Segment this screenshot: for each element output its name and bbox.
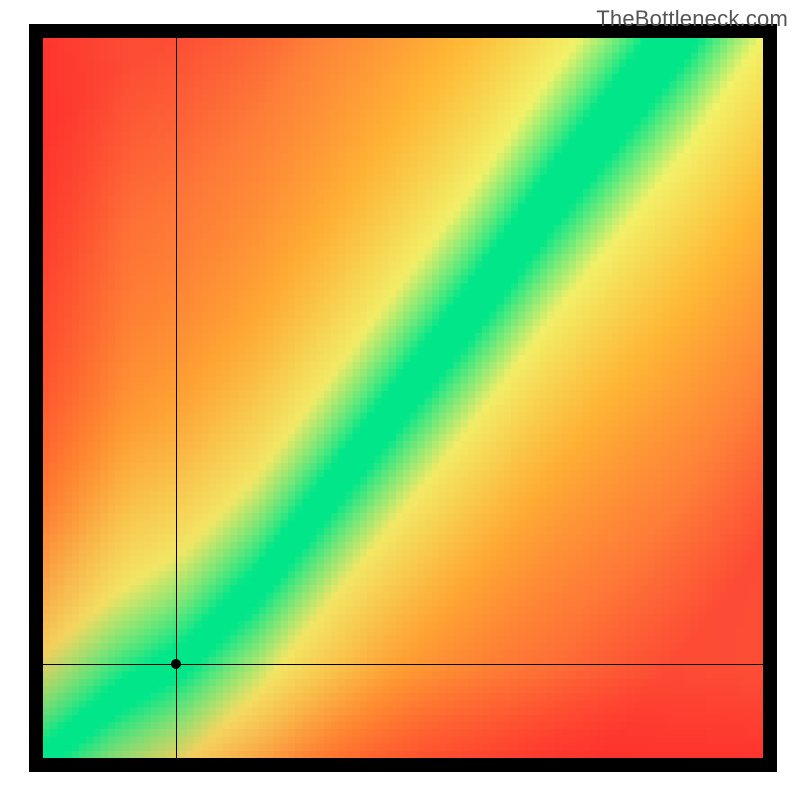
frame-border-bottom — [29, 758, 777, 772]
chart-container: TheBottleneck.com — [0, 0, 800, 800]
frame-border-right — [763, 24, 777, 772]
bottleneck-heatmap — [43, 38, 763, 758]
crosshair-horizontal — [43, 664, 763, 665]
crosshair-vertical — [176, 38, 177, 758]
crosshair-marker — [171, 659, 181, 669]
watermark-text: TheBottleneck.com — [596, 6, 788, 32]
frame-border-left — [29, 24, 43, 772]
